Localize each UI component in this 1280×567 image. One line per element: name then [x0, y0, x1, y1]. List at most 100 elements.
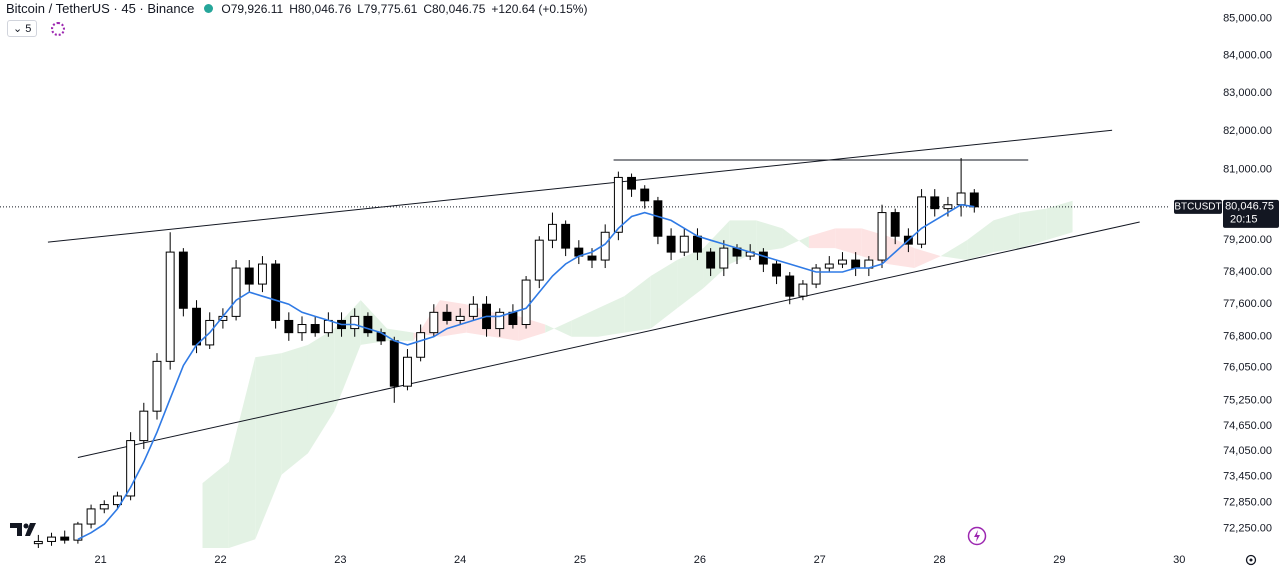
candle-body	[350, 315, 360, 330]
low-value: L79,775.61	[357, 1, 418, 16]
cloud-segment	[439, 300, 467, 337]
x-tick-label: 27	[814, 554, 826, 566]
y-tick-label: 72,850.00	[1223, 496, 1272, 508]
candle-body	[824, 263, 834, 269]
y-tick-label: 74,050.00	[1223, 445, 1272, 457]
candle-body	[99, 504, 109, 510]
candle-body	[772, 263, 782, 277]
candle-body	[310, 324, 320, 334]
cloud-segment	[808, 228, 836, 249]
candle-body	[666, 235, 676, 253]
candle-body	[257, 263, 267, 285]
change-value: +120.64 (+0.15%)	[491, 1, 588, 16]
trend-line	[77, 221, 1140, 459]
cloud-segment	[624, 276, 651, 333]
candle-body	[627, 176, 637, 190]
close-value: C80,046.75	[423, 1, 486, 16]
cloud-segment	[677, 248, 704, 309]
cloud-segment	[597, 296, 625, 337]
y-tick-label: 78,400.00	[1223, 266, 1272, 278]
candle-body	[679, 235, 689, 253]
candle-body	[442, 311, 452, 321]
y-tick-label: 84,000.00	[1223, 49, 1272, 61]
x-tick-label: 28	[933, 554, 945, 566]
candle-body	[284, 319, 294, 334]
candle-body	[455, 315, 465, 321]
cloud-segment	[387, 328, 414, 341]
y-tick-label: 83,000.00	[1223, 87, 1272, 99]
candle-body	[468, 303, 478, 317]
candle-body	[890, 212, 900, 237]
lightning-button[interactable]	[967, 526, 987, 546]
x-tick-label: 22	[214, 554, 226, 566]
cloud-segment	[228, 357, 256, 548]
y-tick-label: 77,600.00	[1223, 298, 1272, 310]
trend-line	[47, 129, 1113, 243]
candle-body	[587, 255, 597, 261]
candle-body	[693, 235, 702, 253]
x-tick-label: 30	[1173, 554, 1185, 566]
legend-header: Bitcoin / TetherUS · 45 · Binance O79,92…	[6, 1, 587, 16]
candle-body	[192, 307, 201, 346]
candle-body	[429, 311, 439, 334]
candle-body	[178, 251, 188, 309]
cloud-segment	[307, 328, 335, 454]
y-tick-label: 79,200.00	[1223, 234, 1272, 246]
y-tick-label: 85,000.00	[1223, 12, 1272, 24]
symbol-tag	[1174, 199, 1222, 214]
candle-body	[811, 267, 821, 285]
indicator-toggle[interactable]: ⌄ 5	[7, 20, 38, 37]
cloud-segment	[571, 308, 598, 337]
candle-body	[969, 192, 979, 208]
candle-body	[561, 223, 571, 249]
candle-body	[152, 360, 162, 412]
candle-body	[719, 247, 729, 269]
cloud-segment	[782, 228, 809, 249]
indicator-icon[interactable]	[51, 21, 66, 36]
settings-button[interactable]	[1245, 554, 1257, 566]
cloud-segment	[650, 260, 678, 329]
cloud-segment	[703, 220, 730, 289]
indicator-row: ⌄ 5	[7, 20, 66, 37]
candle-body	[495, 311, 505, 330]
candle-body	[73, 523, 83, 541]
candle-body	[112, 495, 122, 506]
candle-body	[758, 251, 768, 265]
candle-body	[521, 279, 531, 326]
countdown-label: 20:15	[1230, 214, 1258, 226]
x-tick-label: 25	[574, 554, 586, 566]
cloud-segment	[967, 220, 994, 261]
candle-body	[47, 536, 56, 542]
candle-body	[60, 536, 70, 541]
symbol-title[interactable]: Bitcoin / TetherUS · 45 · Binance	[6, 1, 195, 16]
candle-body	[389, 340, 399, 387]
candle-body	[363, 315, 373, 334]
cloud-segment	[729, 220, 757, 265]
candle-body	[798, 283, 808, 297]
y-tick-label: 75,250.00	[1223, 395, 1272, 407]
cloud-segment	[1046, 200, 1073, 241]
y-tick-label: 82,000.00	[1223, 125, 1272, 137]
candle-body	[402, 356, 412, 387]
candle-body	[877, 212, 887, 261]
tv-logo	[10, 523, 36, 536]
candle-body	[244, 267, 254, 285]
candle-body	[943, 204, 953, 210]
candle-body	[851, 259, 861, 269]
candle-body	[838, 259, 847, 265]
cloud-segment	[914, 248, 941, 269]
cloud-segment	[888, 236, 915, 269]
y-tick-label: 76,050.00	[1223, 361, 1272, 373]
candle-body	[785, 275, 795, 297]
plot-area	[0, 129, 1170, 548]
axes: 85,000.00 84,000.00 83,000.00 82,000.00 81,0…	[95, 12, 1279, 566]
candle-body	[640, 188, 650, 202]
status-dot	[204, 4, 214, 13]
candle-body	[613, 176, 623, 233]
y-tick-label: 76,800.00	[1223, 331, 1272, 343]
candle-body	[297, 324, 307, 334]
candle-body	[917, 196, 927, 245]
moving-average	[77, 203, 975, 541]
